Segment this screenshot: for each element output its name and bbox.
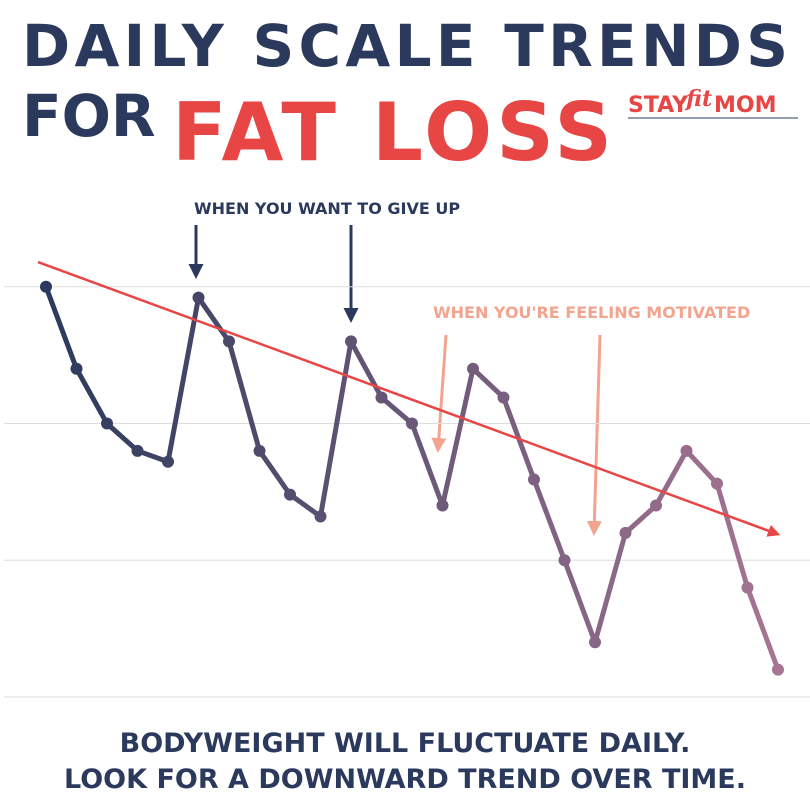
data-point: [619, 526, 632, 539]
data-point: [253, 444, 266, 457]
footer: LOOK FOR A DOWNWARD TREND OVER TIME.: [64, 764, 746, 795]
footer: BODYWEIGHT WILL FLUCTUATE DAILY.: [120, 728, 691, 759]
data-point: [558, 554, 571, 567]
data-point: [467, 362, 479, 375]
data-point: [70, 362, 83, 375]
data-point: [162, 455, 174, 468]
logo-middle: fit: [684, 86, 712, 112]
data-point: [284, 488, 296, 501]
data-point: [406, 417, 418, 430]
data-point: [436, 499, 449, 512]
data-point: [192, 291, 205, 304]
title-line2: FOR: [22, 82, 156, 150]
data-point: [375, 391, 388, 404]
data-point: [314, 510, 327, 523]
data-point: [497, 391, 510, 404]
annotation: WHEN YOU WANT TO GIVE UP: [194, 199, 460, 218]
data-point: [772, 663, 784, 676]
logo-left: STAY: [628, 93, 689, 118]
data-point: [711, 477, 723, 490]
trend-line: [37, 260, 781, 537]
title-highlight: FAT LOSS: [172, 86, 612, 179]
data-point: [680, 444, 693, 457]
data-point: [589, 636, 601, 649]
data-point: [40, 280, 52, 293]
title: DAILY SCALE TRENDS: [22, 12, 788, 80]
data-line: [43, 285, 781, 671]
arrow: [431, 334, 448, 453]
data-point: [741, 581, 754, 594]
data-point: [131, 444, 144, 457]
data-point: [650, 499, 662, 512]
annotation: WHEN YOU'RE FEELING MOTIVATED: [433, 303, 750, 322]
data-point: [101, 417, 113, 430]
logo-right: MOM: [714, 93, 777, 118]
data-point: [345, 335, 357, 348]
arrow: [586, 334, 602, 536]
data-point: [528, 473, 540, 486]
data-point: [223, 335, 235, 348]
